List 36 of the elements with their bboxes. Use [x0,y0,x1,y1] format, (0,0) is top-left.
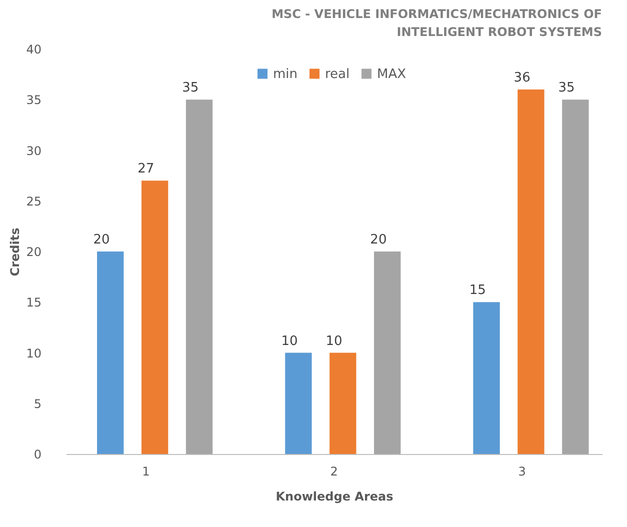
bar [473,302,500,454]
x-axis-title: Knowledge Areas [276,490,394,504]
bar [330,352,356,454]
x-tick-label: 1 [142,464,150,478]
bar [97,252,124,454]
data-label: 35 [558,80,575,96]
x-tick-label: 2 [330,464,338,478]
bar [285,352,312,454]
bar [562,100,589,454]
y-tick-label: 35 [26,93,42,108]
y-tick-label: 10 [26,346,42,360]
y-tick-label: 5 [34,396,42,411]
legend-label: MAX [377,66,406,82]
data-label: 20 [370,232,387,248]
data-label: 35 [182,80,199,96]
y-tick-label: 15 [26,296,42,310]
bar [141,180,168,454]
data-label: 10 [326,334,342,349]
legend-label: min [273,66,298,82]
data-label: 15 [469,283,486,298]
x-tick-label: 3 [518,464,526,478]
legend-label: real [325,66,350,82]
data-label: 36 [514,70,530,86]
y-tick-label: 30 [26,144,42,158]
data-label: 27 [138,162,154,177]
y-tick-label: 20 [26,245,42,259]
bar [186,100,213,454]
y-axis-title: Credits [8,228,22,276]
bar [374,252,401,454]
chart-title: MSC - VEHICLE INFORMATICS/MECHATRONICS OF INTELLIGENT ROBOT SYSTEMS [272,7,602,39]
y-tick-label: 25 [26,194,42,208]
data-label: 10 [281,334,298,349]
y-tick-label: 40 [26,42,42,56]
y-tick-label: 0 [34,448,42,462]
bar [518,90,544,454]
data-label: 20 [93,232,110,248]
